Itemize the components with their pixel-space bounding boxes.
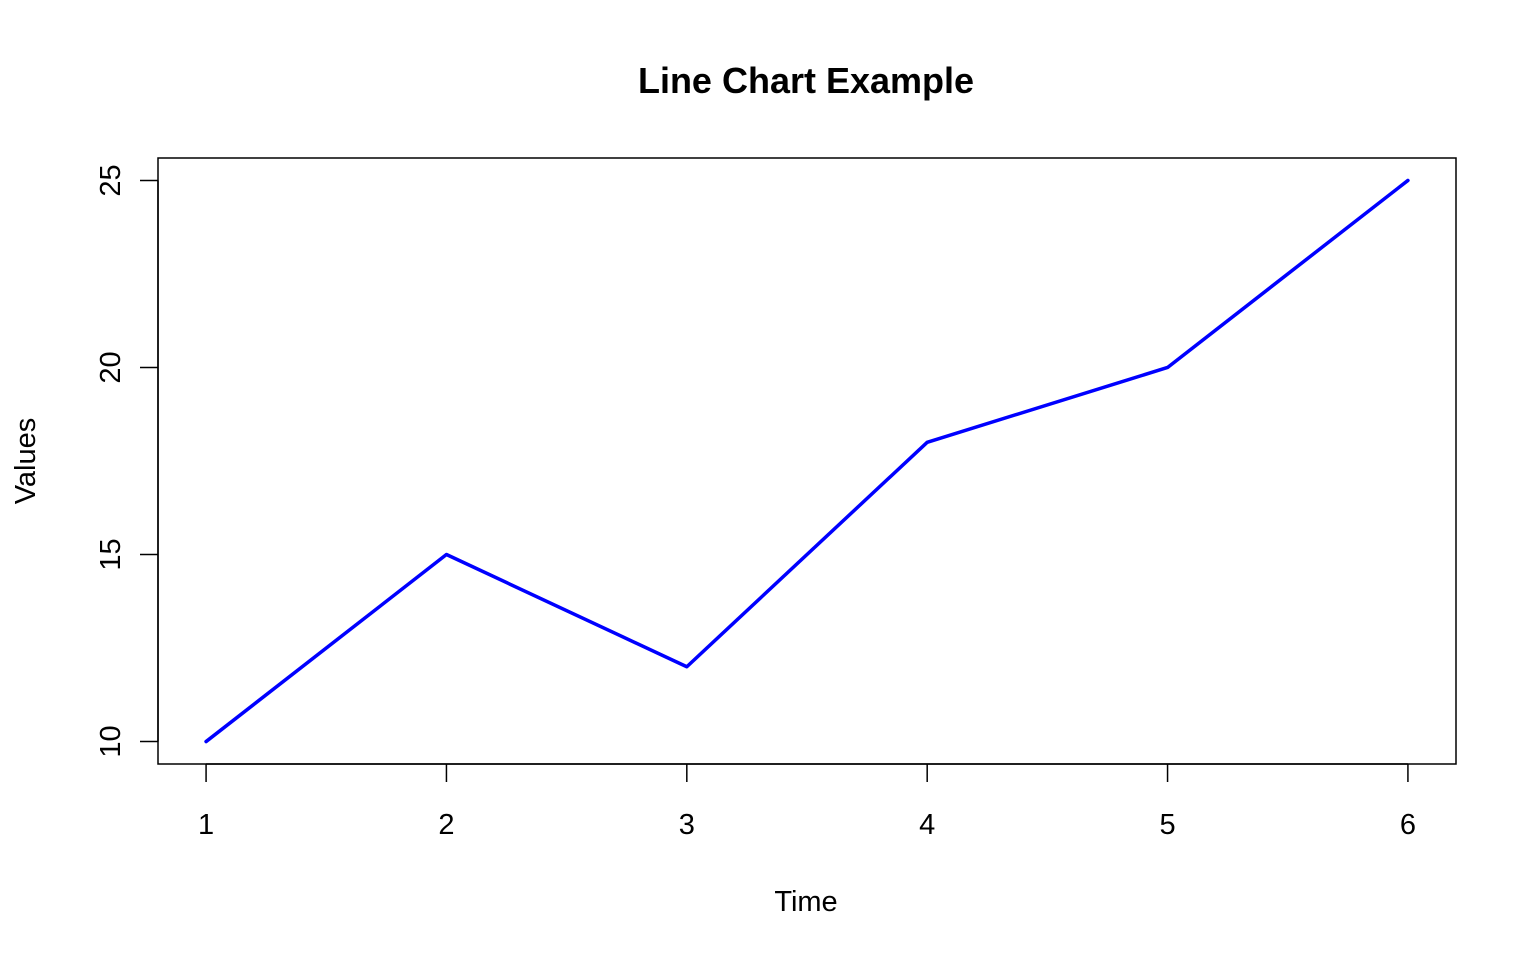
- x-axis: 1 2 3 4 5 6: [198, 763, 1416, 841]
- y-axis: 10 15 20 25: [95, 164, 159, 758]
- plot-frame: [157, 157, 1457, 765]
- y-tick-label: 20: [95, 351, 127, 383]
- series-line-0: [204, 178, 1410, 744]
- x-tick-label: 2: [438, 809, 454, 841]
- x-tick-label: 3: [679, 809, 695, 841]
- x-axis-label: Time: [774, 886, 837, 918]
- x-tick-label: 6: [1400, 809, 1416, 841]
- y-tick-label: 15: [95, 538, 127, 570]
- y-tick-label: 10: [95, 725, 127, 757]
- x-tick-label: 4: [919, 809, 935, 841]
- y-axis-label: Values: [10, 418, 42, 505]
- x-tick-label: 5: [1159, 809, 1175, 841]
- series-layer: [204, 178, 1410, 744]
- x-tick-label: 1: [198, 809, 214, 841]
- y-tick-label: 25: [95, 164, 127, 196]
- chart-title: Line Chart Example: [638, 60, 974, 101]
